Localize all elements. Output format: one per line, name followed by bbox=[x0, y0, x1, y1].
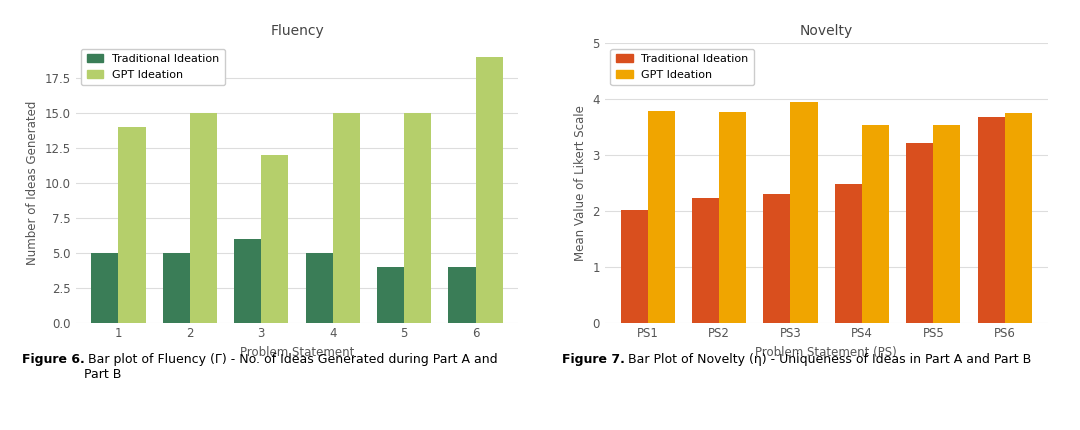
Bar bbox=[791, 102, 818, 322]
Bar bbox=[377, 267, 404, 322]
Bar bbox=[621, 210, 648, 322]
Bar bbox=[92, 253, 119, 322]
Legend: Traditional Ideation, GPT Ideation: Traditional Ideation, GPT Ideation bbox=[81, 49, 225, 85]
Bar bbox=[448, 267, 475, 322]
Text: Figure 6.: Figure 6. bbox=[22, 353, 84, 366]
Bar bbox=[1004, 113, 1031, 322]
Bar bbox=[648, 111, 675, 322]
Text: Figure 7.: Figure 7. bbox=[562, 353, 624, 366]
Bar bbox=[119, 127, 146, 322]
X-axis label: Problem Statement (PS): Problem Statement (PS) bbox=[755, 346, 897, 359]
Bar bbox=[719, 112, 746, 322]
Title: Fluency: Fluency bbox=[270, 24, 324, 38]
Bar bbox=[835, 184, 862, 322]
Legend: Traditional Ideation, GPT Ideation: Traditional Ideation, GPT Ideation bbox=[610, 49, 754, 85]
Text: Bar Plot of Novelty (η) - Uniqueness of Ideas in Part A and Part B: Bar Plot of Novelty (η) - Uniqueness of … bbox=[624, 353, 1031, 366]
Bar bbox=[862, 125, 889, 322]
Bar bbox=[933, 125, 960, 322]
Bar bbox=[906, 143, 933, 322]
Bar bbox=[333, 113, 360, 322]
X-axis label: Problem Statement: Problem Statement bbox=[240, 346, 354, 359]
Bar bbox=[475, 57, 502, 322]
Bar bbox=[977, 117, 1004, 322]
Bar bbox=[306, 253, 333, 322]
Bar bbox=[261, 155, 288, 322]
Bar bbox=[234, 239, 261, 322]
Text: Bar plot of Fluency (Γ) - No. of Ideas Generated during Part A and
Part B: Bar plot of Fluency (Γ) - No. of Ideas G… bbox=[84, 353, 498, 381]
Bar bbox=[163, 253, 190, 322]
Bar bbox=[190, 113, 217, 322]
Y-axis label: Number of Ideas Generated: Number of Ideas Generated bbox=[26, 101, 39, 265]
Bar bbox=[764, 194, 791, 322]
Bar bbox=[404, 113, 431, 322]
Bar bbox=[692, 198, 719, 322]
Title: Novelty: Novelty bbox=[799, 24, 853, 38]
Y-axis label: Mean Value of Likert Scale: Mean Value of Likert Scale bbox=[573, 105, 586, 261]
